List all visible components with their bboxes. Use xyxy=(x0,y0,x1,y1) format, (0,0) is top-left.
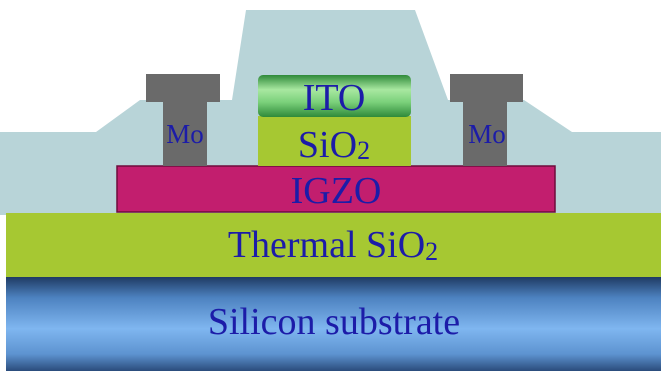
silicon-substrate-label: Silicon substrate xyxy=(208,301,460,343)
thermal-oxide-label: Thermal SiO2 xyxy=(228,224,438,266)
source-mo-label: Mo xyxy=(166,119,204,149)
ito-label: ITO xyxy=(303,77,366,119)
drain-mo-label: Mo xyxy=(468,119,506,149)
igzo-label: IGZO xyxy=(291,170,382,212)
